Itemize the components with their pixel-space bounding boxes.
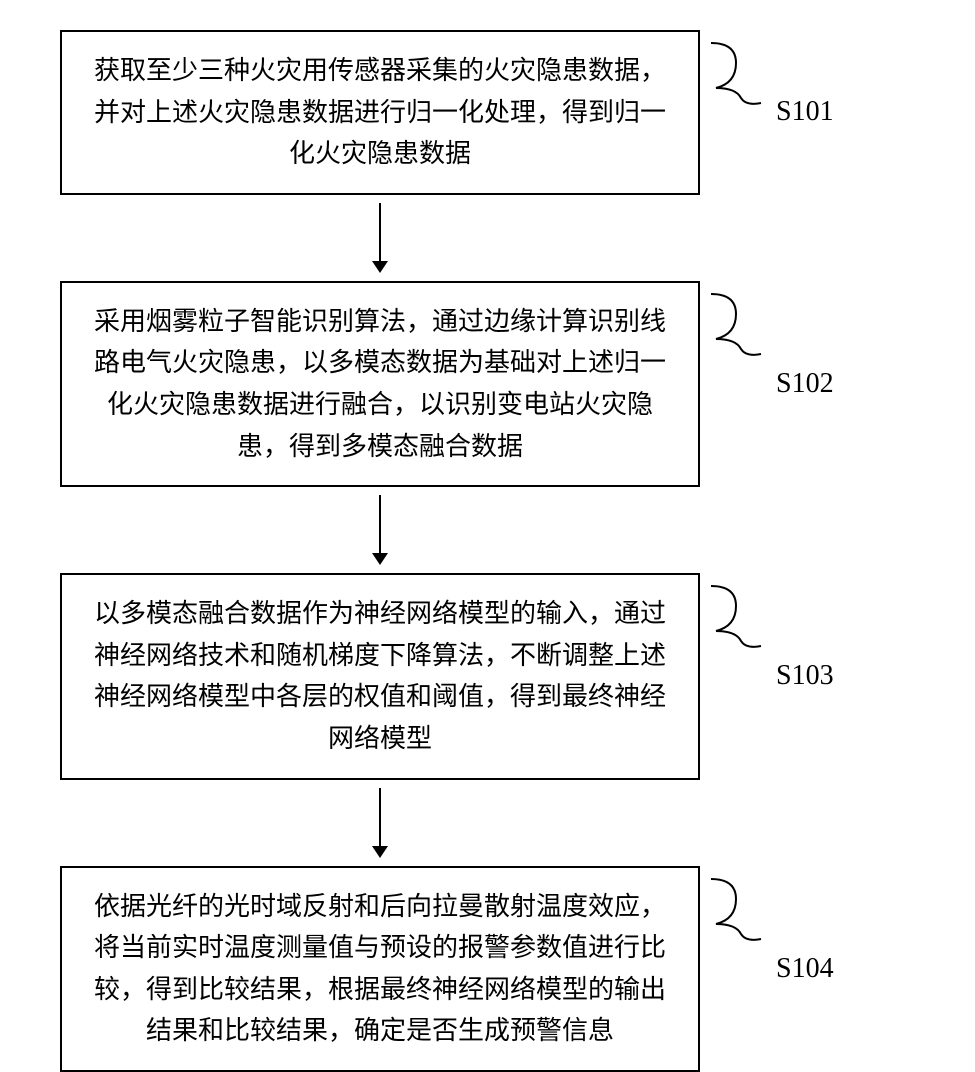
flow-arrow (365, 788, 395, 858)
flow-arrow (365, 495, 395, 565)
connector (60, 495, 700, 565)
step-row-s101: 获取至少三种火灾用传感器采集的火灾隐患数据，并对上述火灾隐患数据进行归一化处理，… (60, 30, 910, 195)
step-text: 以多模态融合数据作为神经网络模型的输入，通过神经网络技术和随机梯度下降算法，不断… (84, 593, 676, 759)
label-connector-squiggle (706, 38, 766, 108)
step-box-s103: 以多模态融合数据作为神经网络模型的输入，通过神经网络技术和随机梯度下降算法，不断… (60, 573, 700, 779)
connector (60, 788, 700, 858)
step-row-s102: 采用烟雾粒子智能识别算法，通过边缘计算识别线路电气火灾隐患，以多模态数据为基础对… (60, 281, 910, 487)
label-connector-squiggle (706, 874, 766, 944)
step-box-s102: 采用烟雾粒子智能识别算法，通过边缘计算识别线路电气火灾隐患，以多模态数据为基础对… (60, 281, 700, 487)
step-box-s101: 获取至少三种火灾用传感器采集的火灾隐患数据，并对上述火灾隐患数据进行归一化处理，… (60, 30, 700, 195)
step-text: 获取至少三种火灾用传感器采集的火灾隐患数据，并对上述火灾隐患数据进行归一化处理，… (84, 50, 676, 175)
step-row-s104: 依据光纤的光时域反射和后向拉曼散射温度效应，将当前实时温度测量值与预设的报警参数… (60, 866, 910, 1072)
step-text: 采用烟雾粒子智能识别算法，通过边缘计算识别线路电气火灾隐患，以多模态数据为基础对… (84, 301, 676, 467)
step-label-s101: S101 (776, 96, 834, 128)
connector (60, 203, 700, 273)
label-connector-squiggle (706, 289, 766, 359)
step-label-s104: S104 (776, 953, 834, 985)
step-text: 依据光纤的光时域反射和后向拉曼散射温度效应，将当前实时温度测量值与预设的报警参数… (84, 886, 676, 1052)
label-connector-squiggle (706, 581, 766, 651)
flowchart-container: 获取至少三种火灾用传感器采集的火灾隐患数据，并对上述火灾隐患数据进行归一化处理，… (60, 30, 910, 1072)
step-box-s104: 依据光纤的光时域反射和后向拉曼散射温度效应，将当前实时温度测量值与预设的报警参数… (60, 866, 700, 1072)
step-label-s103: S103 (776, 660, 834, 692)
step-row-s103: 以多模态融合数据作为神经网络模型的输入，通过神经网络技术和随机梯度下降算法，不断… (60, 573, 910, 779)
flow-arrow (365, 203, 395, 273)
step-label-s102: S102 (776, 368, 834, 400)
